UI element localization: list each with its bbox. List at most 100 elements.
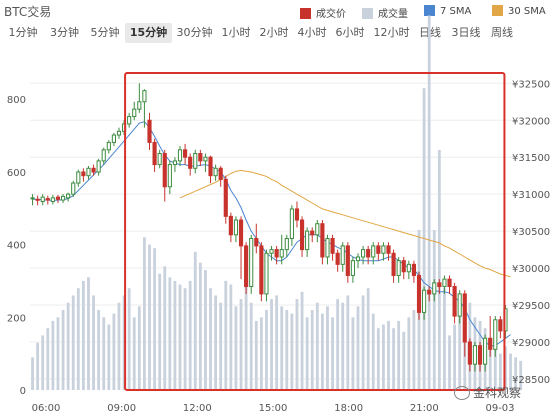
time-tick-label: 09:00 bbox=[107, 403, 136, 414]
candle-body bbox=[396, 260, 401, 276]
tab-15min[interactable]: 15分钟 bbox=[125, 23, 172, 43]
candle-body bbox=[228, 215, 233, 236]
tab-30min[interactable]: 30分钟 bbox=[176, 26, 213, 39]
legend-sma30[interactable]: 30 SMA bbox=[492, 5, 546, 17]
volume-bar bbox=[356, 306, 360, 390]
candle-body bbox=[183, 149, 188, 158]
volume-bar bbox=[407, 317, 411, 390]
volume-bar bbox=[422, 88, 426, 390]
candle-body bbox=[442, 278, 447, 288]
candle-body bbox=[254, 237, 259, 247]
volume-bar bbox=[122, 295, 126, 390]
volume-bar bbox=[437, 150, 441, 390]
volume-bar bbox=[127, 288, 131, 390]
candle-body bbox=[213, 167, 218, 177]
legend-volume[interactable]: 成交量 bbox=[362, 5, 408, 20]
volume-bar bbox=[158, 273, 162, 390]
tab-3min[interactable]: 3分钟 bbox=[50, 26, 79, 39]
volume-bar bbox=[71, 295, 75, 390]
volume-bar bbox=[336, 299, 340, 390]
tab-4h[interactable]: 4小时 bbox=[297, 26, 327, 39]
volume-bar bbox=[320, 313, 324, 390]
volume-bar bbox=[488, 346, 492, 390]
volume-bar bbox=[173, 280, 177, 390]
chart-title: BTC交易 bbox=[4, 5, 52, 19]
candle-body bbox=[127, 116, 132, 125]
time-tick-label: 18:00 bbox=[334, 403, 363, 414]
tab-2h[interactable]: 2小时 bbox=[259, 26, 289, 39]
candle-body bbox=[386, 245, 391, 254]
candle-body bbox=[320, 223, 325, 258]
volume-bar bbox=[382, 324, 385, 390]
candle-body bbox=[493, 319, 498, 350]
volume-bar bbox=[285, 310, 289, 390]
candle-body bbox=[55, 196, 61, 200]
candle-body bbox=[401, 260, 406, 273]
volume-bar bbox=[193, 251, 197, 390]
volume-bar bbox=[265, 310, 268, 390]
candle-body bbox=[279, 249, 284, 258]
time-tick-label: 21:00 bbox=[410, 403, 439, 414]
tab-1min[interactable]: 1分钟 bbox=[8, 26, 38, 39]
candle-body bbox=[406, 263, 411, 273]
candle-body bbox=[81, 171, 86, 177]
volume-bar bbox=[504, 346, 507, 390]
volume-bar bbox=[66, 302, 70, 390]
candle-body bbox=[447, 278, 452, 288]
volume-bar bbox=[198, 262, 202, 390]
candle-body bbox=[325, 237, 330, 258]
candle-body bbox=[35, 198, 40, 201]
candle-body bbox=[132, 108, 137, 118]
candle-body bbox=[457, 293, 462, 317]
volume-bar bbox=[387, 320, 390, 390]
candle-body bbox=[498, 319, 503, 332]
volume-bar bbox=[244, 284, 248, 390]
volume-bar bbox=[519, 360, 523, 390]
candle-body bbox=[360, 249, 366, 258]
volume-bar bbox=[326, 306, 329, 390]
price-tick-label: ¥30500 bbox=[512, 227, 550, 238]
volume-bar bbox=[432, 230, 436, 390]
volume-bar bbox=[351, 317, 355, 390]
volume-bar bbox=[143, 237, 146, 390]
candle-body bbox=[116, 130, 122, 136]
volume-bar bbox=[270, 299, 273, 390]
volume-bar bbox=[92, 295, 95, 390]
candle-body bbox=[101, 149, 106, 162]
candle-body bbox=[142, 90, 147, 103]
tab-3day[interactable]: 3日线 bbox=[451, 26, 481, 39]
tab-weekly[interactable]: 周线 bbox=[491, 26, 513, 39]
candle-body bbox=[345, 245, 350, 276]
tab-5min[interactable]: 5分钟 bbox=[90, 26, 120, 39]
tab-1h[interactable]: 1小时 bbox=[221, 26, 251, 39]
volume-bar bbox=[295, 299, 299, 390]
candle-body bbox=[111, 134, 116, 143]
candle-body bbox=[76, 171, 81, 184]
volume-bar bbox=[366, 288, 370, 390]
tab-12h[interactable]: 12小时 bbox=[373, 26, 410, 39]
candle-body bbox=[289, 208, 294, 239]
candle-body bbox=[30, 197, 35, 200]
volume-bar bbox=[87, 277, 90, 390]
volume-tick-label: 200 bbox=[7, 313, 26, 324]
candle-body bbox=[391, 252, 396, 276]
legend-price[interactable]: 成交价 bbox=[300, 5, 346, 20]
candle-body bbox=[381, 245, 386, 254]
volume-bar bbox=[280, 306, 284, 390]
candle-body bbox=[249, 237, 254, 288]
volume-bar bbox=[371, 313, 375, 390]
volume-bar bbox=[188, 280, 192, 390]
tab-6h[interactable]: 6小时 bbox=[335, 26, 365, 39]
volume-bar bbox=[214, 295, 218, 390]
candle-body bbox=[422, 289, 427, 313]
candle-body bbox=[259, 245, 264, 295]
legend-sma7[interactable]: 7 SMA bbox=[424, 5, 471, 17]
candle-body bbox=[477, 345, 483, 365]
candle-body bbox=[355, 256, 361, 262]
candle-body bbox=[244, 245, 249, 288]
time-tick-label: 09-03 bbox=[485, 403, 514, 414]
volume-bar bbox=[315, 302, 319, 390]
candle-body bbox=[330, 237, 335, 254]
volume-bar bbox=[458, 313, 462, 390]
